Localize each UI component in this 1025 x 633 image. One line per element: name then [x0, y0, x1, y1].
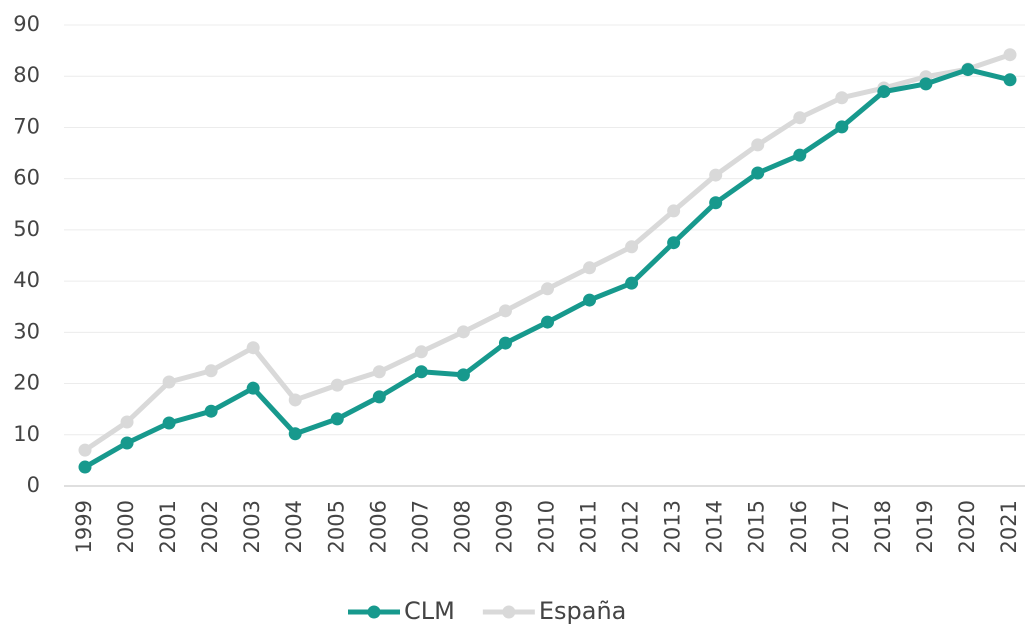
x-tick-label: 2004	[282, 500, 306, 553]
data-point	[372, 365, 386, 379]
x-tick-label: 2001	[156, 500, 180, 553]
x-tick-label: 2008	[450, 500, 474, 553]
data-point	[583, 261, 597, 275]
x-tick-label: 2006	[366, 500, 390, 553]
y-tick-label: 80	[13, 63, 40, 87]
data-point	[78, 460, 92, 474]
x-tick-label: 2019	[913, 500, 937, 553]
data-point	[709, 168, 723, 182]
x-tick-label: 1999	[72, 500, 96, 553]
data-point	[330, 412, 344, 426]
data-point	[877, 85, 891, 99]
x-tick-label: 2007	[408, 500, 432, 553]
y-tick-label: 10	[13, 422, 40, 446]
data-point	[414, 345, 428, 359]
x-tick-label: 2020	[955, 500, 979, 553]
data-point	[625, 240, 639, 254]
data-point	[667, 204, 681, 218]
data-point	[120, 415, 134, 429]
data-point	[793, 148, 807, 162]
series-line	[83, 52, 1011, 453]
data-point	[162, 416, 176, 430]
x-tick-label: 2005	[324, 500, 348, 553]
data-point	[625, 276, 639, 290]
data-point	[372, 390, 386, 404]
data-point	[919, 77, 933, 91]
x-tick-label: 2010	[535, 500, 559, 553]
data-point	[246, 341, 260, 355]
data-point	[583, 293, 597, 307]
x-tick-label: 2009	[492, 500, 516, 553]
y-tick-label: 0	[27, 473, 40, 497]
y-tick-label: 40	[13, 268, 40, 292]
data-point	[498, 336, 512, 350]
data-point	[541, 315, 554, 329]
data-point	[835, 91, 849, 105]
data-point	[667, 236, 681, 250]
x-tick-label: 2021	[997, 500, 1021, 553]
data-point	[288, 393, 302, 407]
y-tick-label: 90	[13, 12, 40, 36]
data-point	[751, 166, 765, 180]
x-tick-label: 2003	[240, 500, 264, 553]
data-point	[162, 375, 176, 389]
x-tick-label: 2015	[745, 500, 769, 553]
legend-label: España	[539, 597, 627, 625]
data-point	[1003, 73, 1017, 87]
data-point	[1003, 48, 1017, 62]
x-tick-label: 2013	[661, 500, 685, 553]
legend-label: CLM	[404, 597, 455, 625]
data-point	[414, 365, 428, 379]
x-tick-label: 2016	[787, 500, 811, 553]
data-point	[456, 368, 470, 382]
data-point	[246, 381, 260, 395]
y-tick-label: 60	[13, 166, 40, 190]
legend-marker	[367, 605, 381, 619]
x-tick-label: 2017	[829, 500, 853, 553]
data-point	[456, 325, 470, 339]
y-tick-label: 30	[13, 319, 40, 343]
data-point	[78, 443, 92, 457]
y-tick-label: 70	[13, 114, 40, 138]
data-point	[793, 111, 807, 125]
data-point	[330, 378, 344, 392]
data-point	[204, 404, 218, 418]
legend-marker	[502, 605, 516, 619]
x-tick-label: 2018	[871, 500, 895, 553]
data-point	[961, 63, 975, 77]
x-tick-label: 2014	[703, 500, 727, 553]
data-point	[751, 138, 765, 152]
data-point	[498, 304, 512, 318]
data-point	[541, 282, 554, 296]
x-tick-label: 2000	[114, 500, 138, 553]
data-point	[835, 120, 849, 134]
data-point	[709, 196, 723, 210]
data-point	[288, 427, 302, 441]
x-tick-label: 2012	[619, 500, 643, 553]
y-tick-label: 20	[13, 371, 40, 395]
data-point	[204, 364, 218, 378]
x-tick-label: 2002	[198, 500, 222, 553]
series-line	[83, 67, 1011, 470]
data-point	[120, 436, 134, 450]
x-tick-label: 2011	[577, 500, 601, 553]
y-tick-label: 50	[13, 217, 40, 241]
